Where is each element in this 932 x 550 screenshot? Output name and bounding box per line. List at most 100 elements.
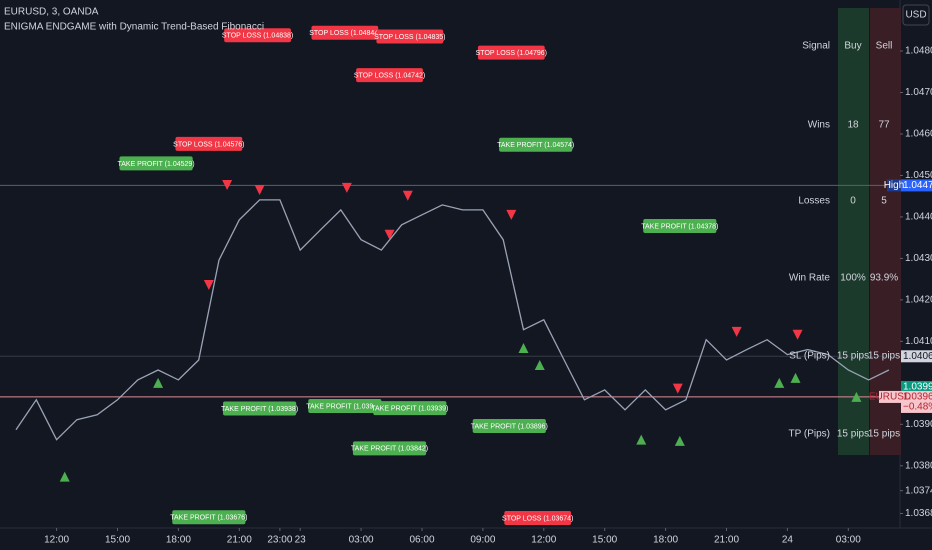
y-tick-label: 1.04600 bbox=[905, 129, 932, 140]
chart-title: EURUSD, 3, OANDA bbox=[4, 7, 99, 18]
annotation: TAKE PROFIT (1.04378) bbox=[641, 219, 718, 234]
signal-marker bbox=[384, 229, 395, 240]
annotation: TAKE PROFIT (1.04574) bbox=[497, 137, 574, 152]
table-header: Buy bbox=[844, 41, 861, 52]
annotation-label: STOP LOSS (1.04838) bbox=[222, 33, 293, 40]
signal-marker bbox=[402, 190, 413, 201]
y-tick-label: 1.04100 bbox=[905, 336, 932, 347]
table-cell: Win Rate bbox=[789, 273, 831, 284]
currency-button[interactable] bbox=[902, 4, 930, 26]
annotation: STOP LOSS (1.04838) bbox=[222, 28, 293, 43]
y-tick-label: 1.03685 bbox=[905, 508, 932, 519]
annotation-box bbox=[308, 399, 382, 414]
annotation-label: TAKE PROFIT (1.04378) bbox=[641, 223, 718, 230]
signal-marker bbox=[774, 377, 785, 388]
price-tag-note: −0.48% bbox=[903, 402, 932, 413]
annotation-label: TAKE PROFIT (1.03944) bbox=[306, 403, 383, 410]
annotation-label: STOP LOSS (1.04844) bbox=[309, 30, 380, 37]
annotation: TAKE PROFIT (1.04529) bbox=[117, 156, 195, 171]
annotation-box bbox=[643, 219, 717, 234]
annotation: STOP LOSS (1.04796) bbox=[476, 45, 547, 60]
x-tick-label: 09:00 bbox=[470, 535, 495, 546]
x-tick-label: 15:00 bbox=[592, 535, 617, 546]
price-tag-label: 1.03966 bbox=[903, 392, 932, 403]
signal-marker bbox=[636, 434, 647, 445]
annotation-box bbox=[376, 29, 444, 44]
signal-marker bbox=[731, 326, 742, 337]
y-tick-label: 1.04800 bbox=[905, 46, 932, 57]
annotation-label: STOP LOSS (1.04796) bbox=[476, 50, 547, 57]
price-tag-label: 1.04476 bbox=[903, 180, 932, 191]
annotation: TAKE PROFIT (1.03842) bbox=[351, 441, 428, 456]
annotation-label: STOP LOSS (1.04576) bbox=[173, 141, 244, 148]
table-cell: 15 pips bbox=[837, 351, 869, 362]
currency[interactable]: USD bbox=[905, 10, 926, 21]
signal-marker bbox=[222, 179, 233, 190]
x-tick-label: 03:00 bbox=[349, 535, 374, 546]
table-cell: 0 bbox=[850, 196, 856, 207]
plot: 1.04800 1.04700 1.04600 1.04500 1.04400 1.043… bbox=[0, 25, 932, 546]
annotation-label: STOP LOSS (1.03674) bbox=[502, 515, 573, 522]
annotation-box bbox=[504, 511, 572, 526]
y-tick-label: 1.04700 bbox=[905, 87, 932, 98]
table-cell: 77 bbox=[878, 120, 890, 131]
price-tag-name: EURUSD bbox=[869, 392, 911, 403]
signal-marker bbox=[203, 279, 214, 290]
signal-marker bbox=[674, 435, 685, 446]
table-header: Sell bbox=[876, 41, 893, 52]
annotation: TAKE PROFIT (1.03896) bbox=[471, 418, 548, 433]
table-cell: Wins bbox=[808, 120, 830, 131]
price-tag-label: 1.04064 bbox=[903, 351, 932, 362]
annotation-box bbox=[175, 136, 243, 151]
sell-column bbox=[870, 8, 901, 455]
price-tag bbox=[901, 390, 932, 413]
signal-marker bbox=[341, 182, 352, 193]
signal-marker bbox=[518, 342, 529, 353]
x-tick-label: 03:00 bbox=[836, 535, 861, 546]
table-cell: 15 pips bbox=[868, 429, 900, 440]
x-tick-label: 21:00 bbox=[227, 535, 252, 546]
annotation: STOP LOSS (1.04835) bbox=[374, 29, 445, 44]
annotation-box bbox=[352, 441, 427, 456]
table-cell: 18 bbox=[847, 120, 859, 131]
annotation: STOP LOSS (1.04576) bbox=[173, 136, 245, 151]
price-tag-name-box bbox=[879, 390, 901, 403]
y-tick-label: 1.04200 bbox=[905, 295, 932, 306]
annotation-label: TAKE PROFIT (1.04529) bbox=[117, 161, 194, 168]
y-tick-label: 1.04300 bbox=[905, 253, 932, 264]
annotation-label: TAKE PROFIT (1.03676) bbox=[170, 515, 247, 522]
annotation: STOP LOSS (1.03674) bbox=[502, 511, 573, 526]
buy-column bbox=[838, 8, 869, 455]
table-cell: 15 pips bbox=[868, 351, 900, 362]
annotation-box bbox=[373, 401, 447, 416]
table-cell: Losses bbox=[798, 196, 830, 207]
annotation: STOP LOSS (1.04742) bbox=[354, 68, 425, 83]
table-cell: SL (Pips) bbox=[789, 351, 830, 362]
price-tag-note: High bbox=[884, 180, 905, 191]
x-tick-label: 12:00 bbox=[44, 535, 69, 546]
y-tick-label: 1.03800 bbox=[905, 460, 932, 471]
x-tick-label: 18:00 bbox=[166, 535, 191, 546]
annotation: TAKE PROFIT (1.03938) bbox=[221, 401, 298, 416]
annotation-label: TAKE PROFIT (1.03896) bbox=[471, 423, 548, 430]
y-tick-label: 1.04400 bbox=[905, 212, 932, 223]
annotation-box bbox=[499, 137, 573, 152]
x-tick-label: 15:00 bbox=[105, 535, 130, 546]
stats-table: Signal Buy Sell Wins 18 77 Losses 0 5 Win Rate 100… bbox=[789, 41, 901, 440]
price-tag bbox=[901, 350, 932, 363]
signal-marker bbox=[254, 184, 265, 195]
signal-marker bbox=[792, 329, 803, 340]
annotation-box bbox=[472, 418, 546, 433]
annotation-box bbox=[224, 28, 291, 43]
table-cell: 5 bbox=[881, 196, 887, 207]
annotation: STOP LOSS (1.04844) bbox=[309, 25, 381, 40]
signal-marker bbox=[59, 471, 70, 482]
price-line-series bbox=[15, 199, 890, 441]
table-cell: 15 pips bbox=[837, 429, 869, 440]
annotation: TAKE PROFIT (1.03944) bbox=[306, 399, 383, 414]
annotation-box bbox=[172, 510, 246, 525]
y-tick-label: 1.04500 bbox=[905, 170, 932, 181]
annotation-box bbox=[311, 25, 379, 40]
chart-subtitle: ENIGMA ENDGAME with Dynamic Trend-Based … bbox=[4, 22, 264, 33]
